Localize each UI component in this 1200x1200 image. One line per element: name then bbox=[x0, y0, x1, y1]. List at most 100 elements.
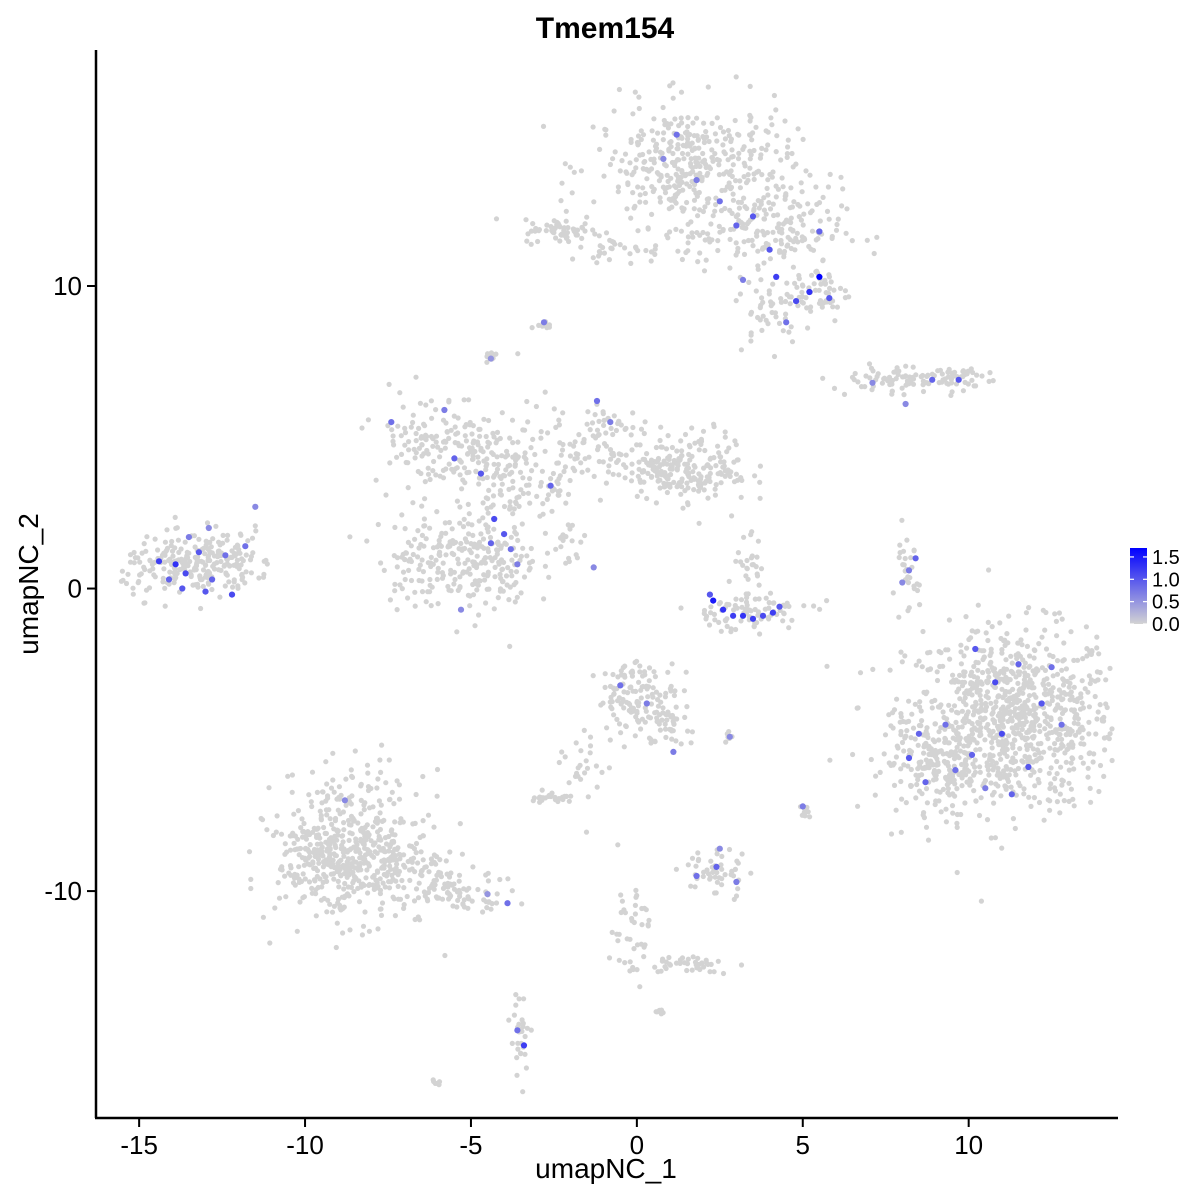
background-cell-point bbox=[995, 713, 1001, 719]
background-cell-point bbox=[744, 557, 750, 564]
background-cell-point bbox=[978, 697, 984, 703]
background-cell-point bbox=[608, 245, 614, 251]
background-cell-point bbox=[628, 260, 634, 266]
background-cell-point bbox=[679, 256, 686, 263]
background-cell-point bbox=[800, 222, 806, 228]
background-cell-point bbox=[664, 232, 670, 238]
background-cell-point bbox=[611, 413, 617, 419]
background-cell-point bbox=[277, 866, 284, 872]
background-cell-point bbox=[335, 896, 341, 903]
background-cell-point bbox=[674, 146, 680, 152]
background-cell-point bbox=[469, 522, 475, 528]
background-cell-point bbox=[648, 166, 655, 172]
background-cell-point bbox=[959, 708, 966, 714]
background-cell-point bbox=[196, 536, 202, 542]
background-cell-point bbox=[831, 287, 837, 293]
background-cell-point bbox=[811, 281, 817, 287]
background-cell-point bbox=[760, 228, 766, 234]
background-cell-point bbox=[1050, 673, 1056, 679]
background-cell-point bbox=[1045, 736, 1051, 742]
background-cell-point bbox=[405, 595, 411, 601]
background-cell-point bbox=[640, 456, 646, 462]
background-cell-point bbox=[390, 876, 396, 882]
background-cell-point bbox=[301, 828, 307, 835]
background-cell-point bbox=[1011, 699, 1018, 705]
background-cell-point bbox=[473, 469, 479, 475]
background-cell-point bbox=[515, 1046, 521, 1052]
background-cell-point bbox=[686, 451, 692, 458]
background-cell-point bbox=[467, 547, 473, 553]
background-cell-point bbox=[893, 376, 899, 382]
background-cell-point bbox=[825, 184, 832, 190]
background-cell-point bbox=[1024, 704, 1030, 711]
background-cell-point bbox=[446, 435, 452, 441]
background-cell-point bbox=[390, 438, 396, 444]
background-cell-point bbox=[1094, 645, 1100, 651]
background-cell-point bbox=[433, 472, 439, 478]
background-cell-point bbox=[971, 383, 977, 389]
background-cell-point bbox=[1004, 746, 1010, 753]
background-cell-point bbox=[789, 150, 795, 157]
background-cell-point bbox=[610, 431, 616, 438]
background-cell-point bbox=[788, 215, 794, 221]
background-cell-point bbox=[638, 726, 644, 732]
background-cell-point bbox=[744, 566, 750, 572]
expressing-cell-point bbox=[816, 228, 823, 235]
background-cell-point bbox=[945, 790, 951, 796]
background-cell-point bbox=[320, 853, 326, 859]
background-cell-point bbox=[596, 418, 602, 424]
background-cell-point bbox=[663, 163, 669, 169]
background-cell-point bbox=[307, 862, 313, 868]
background-cell-point bbox=[630, 688, 636, 694]
background-cell-point bbox=[988, 731, 994, 737]
background-cell-point bbox=[395, 423, 401, 429]
background-cell-point bbox=[234, 551, 240, 557]
background-cell-point bbox=[395, 883, 401, 890]
expressing-cell-point bbox=[912, 555, 919, 562]
background-cell-point bbox=[808, 304, 814, 310]
background-cell-point bbox=[668, 688, 674, 694]
background-cell-point bbox=[536, 322, 542, 328]
background-cell-point bbox=[520, 1089, 526, 1095]
background-cell-point bbox=[1079, 724, 1085, 730]
background-cell-point bbox=[408, 424, 414, 430]
background-cell-point bbox=[724, 184, 731, 190]
background-cell-point bbox=[1060, 743, 1066, 749]
background-cell-point bbox=[747, 148, 753, 154]
background-cell-point bbox=[763, 211, 769, 217]
background-cell-point bbox=[512, 599, 518, 605]
background-cell-point bbox=[988, 646, 994, 652]
background-cell-point bbox=[809, 208, 815, 214]
background-cell-point bbox=[751, 176, 757, 182]
background-cell-point bbox=[557, 488, 563, 494]
background-cell-point bbox=[561, 468, 567, 475]
background-cell-point bbox=[1022, 714, 1028, 721]
background-cell-point bbox=[700, 134, 706, 140]
background-cell-point bbox=[524, 1025, 531, 1031]
background-cell-point bbox=[207, 549, 213, 555]
background-cell-point bbox=[1054, 633, 1060, 639]
background-cell-point bbox=[949, 389, 955, 395]
background-cell-point bbox=[725, 157, 731, 163]
background-cell-point bbox=[773, 149, 779, 155]
background-cell-point bbox=[752, 596, 758, 602]
background-cell-point bbox=[391, 801, 397, 807]
background-cell-point bbox=[635, 248, 641, 254]
expressing-cell-point bbox=[706, 591, 714, 598]
background-cell-point bbox=[604, 725, 610, 731]
expressing-cell-point bbox=[252, 503, 259, 510]
background-cell-point bbox=[330, 750, 336, 756]
background-cell-point bbox=[142, 566, 148, 573]
x-tick-label: 5 bbox=[796, 1130, 810, 1160]
background-cell-point bbox=[997, 620, 1003, 626]
background-cell-point bbox=[1012, 706, 1019, 712]
background-cell-point bbox=[1031, 727, 1037, 734]
expressing-cells-layer bbox=[155, 131, 1065, 1049]
background-cell-point bbox=[566, 238, 572, 245]
background-cell-point bbox=[648, 740, 654, 746]
background-cell-point bbox=[893, 754, 900, 760]
background-cell-point bbox=[937, 663, 943, 670]
background-cell-point bbox=[446, 896, 452, 902]
background-cell-point bbox=[745, 172, 751, 178]
expressing-cell-point bbox=[547, 482, 554, 489]
